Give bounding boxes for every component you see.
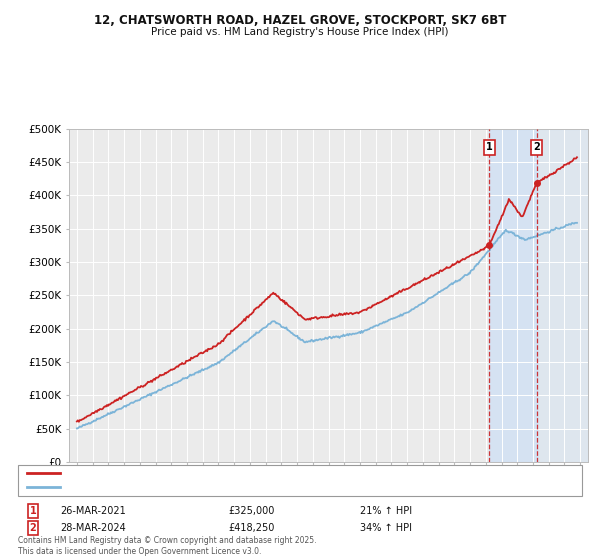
- Bar: [536, 129, 588, 462]
- Text: 2: 2: [533, 142, 540, 152]
- Text: Contains HM Land Registry data © Crown copyright and database right 2025.
This d: Contains HM Land Registry data © Crown c…: [18, 536, 317, 556]
- Text: 21% ↑ HPI: 21% ↑ HPI: [360, 506, 412, 516]
- Text: 26-MAR-2021: 26-MAR-2021: [60, 506, 126, 516]
- Text: £418,250: £418,250: [228, 523, 274, 533]
- Bar: [490, 129, 536, 462]
- Text: 12, CHATSWORTH ROAD, HAZEL GROVE, STOCKPORT, SK7 6BT (semi-detached house): 12, CHATSWORTH ROAD, HAZEL GROVE, STOCKP…: [69, 469, 443, 478]
- Text: 28-MAR-2024: 28-MAR-2024: [60, 523, 126, 533]
- Text: Price paid vs. HM Land Registry's House Price Index (HPI): Price paid vs. HM Land Registry's House …: [151, 27, 449, 37]
- Text: £325,000: £325,000: [228, 506, 274, 516]
- Text: 34% ↑ HPI: 34% ↑ HPI: [360, 523, 412, 533]
- Text: HPI: Average price, semi-detached house, Stockport: HPI: Average price, semi-detached house,…: [69, 483, 294, 492]
- Text: 12, CHATSWORTH ROAD, HAZEL GROVE, STOCKPORT, SK7 6BT: 12, CHATSWORTH ROAD, HAZEL GROVE, STOCKP…: [94, 14, 506, 27]
- Text: 1: 1: [486, 142, 493, 152]
- Text: 2: 2: [29, 523, 37, 533]
- Text: 1: 1: [29, 506, 37, 516]
